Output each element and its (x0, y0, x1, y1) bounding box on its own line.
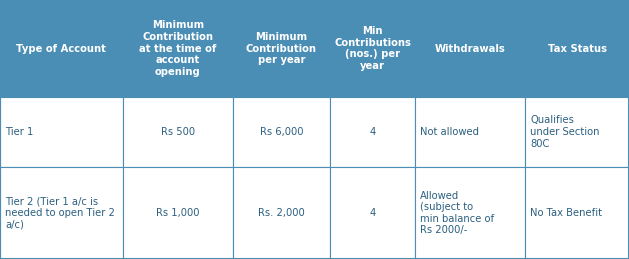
Bar (525, 97, 629, 167)
Text: Type of Account: Type of Account (16, 44, 106, 54)
Text: Not allowed: Not allowed (420, 127, 479, 137)
Text: Min
Contributions
(nos.) per
year: Min Contributions (nos.) per year (334, 26, 411, 71)
Bar (415, 97, 525, 167)
Bar (0, 97, 123, 167)
Text: Allowed
(subject to
min balance of
Rs 2000/-: Allowed (subject to min balance of Rs 20… (420, 191, 494, 235)
Text: Withdrawals: Withdrawals (435, 44, 506, 54)
Text: 4: 4 (370, 208, 376, 218)
Bar (415, 167, 525, 259)
Text: Tax Status: Tax Status (548, 44, 606, 54)
Bar (415, 0, 525, 97)
Bar (330, 97, 415, 167)
Bar (233, 0, 330, 97)
Text: Qualifies
under Section
80C: Qualifies under Section 80C (530, 116, 599, 149)
Bar (525, 0, 629, 97)
Text: Rs. 2,000: Rs. 2,000 (258, 208, 305, 218)
Bar (330, 167, 415, 259)
Text: Rs 1,000: Rs 1,000 (156, 208, 199, 218)
Text: Minimum
Contribution
per year: Minimum Contribution per year (246, 32, 317, 65)
Bar (0, 167, 123, 259)
Text: Tier 2 (Tier 1 a/c is
needed to open Tier 2
a/c): Tier 2 (Tier 1 a/c is needed to open Tie… (5, 196, 115, 230)
Text: 4: 4 (370, 127, 376, 137)
Bar (123, 97, 233, 167)
Bar (525, 167, 629, 259)
Text: Rs 6,000: Rs 6,000 (260, 127, 303, 137)
Text: Tier 1: Tier 1 (5, 127, 33, 137)
Bar (123, 167, 233, 259)
Bar (233, 97, 330, 167)
Bar (233, 167, 330, 259)
Bar (0, 0, 123, 97)
Text: Rs 500: Rs 500 (160, 127, 195, 137)
Text: No Tax Benefit: No Tax Benefit (530, 208, 602, 218)
Text: Minimum
Contribution
at the time of
account
opening: Minimum Contribution at the time of acco… (139, 20, 216, 77)
Bar (123, 0, 233, 97)
Bar (330, 0, 415, 97)
